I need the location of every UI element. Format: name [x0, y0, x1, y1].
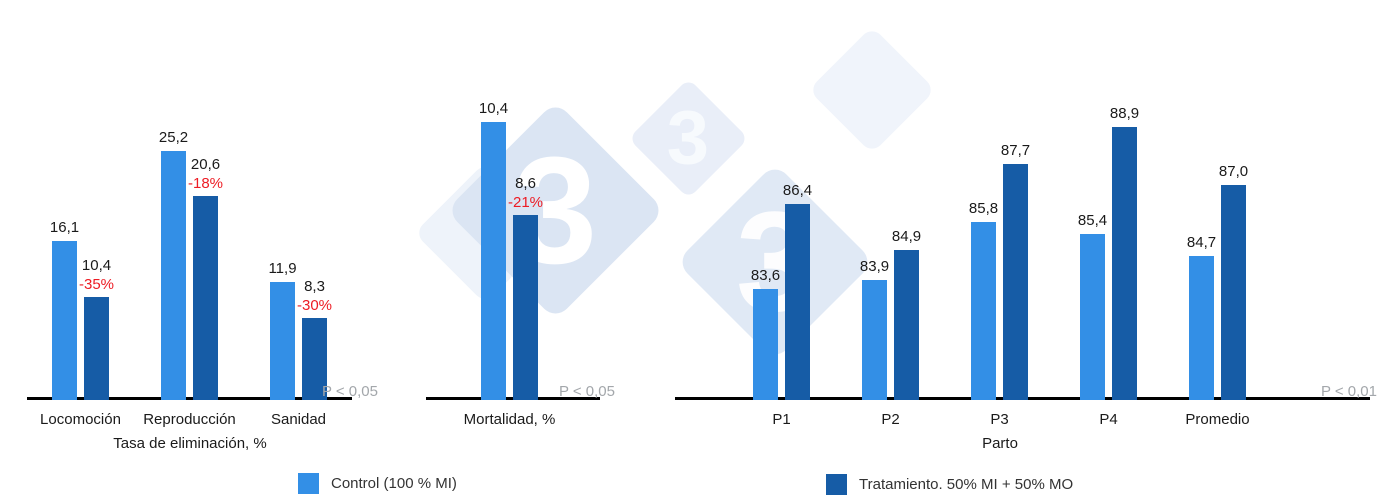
value-label: 8,6 — [515, 175, 536, 192]
pct-change-label: -21% — [507, 194, 544, 211]
category-label: P3 — [990, 411, 1009, 428]
value-label: 86,4 — [782, 182, 813, 199]
bar-control — [753, 289, 778, 400]
value-label: 85,8 — [968, 200, 999, 217]
bar-control — [971, 222, 996, 400]
value-label: 16,1 — [49, 219, 80, 236]
bar-treatment — [894, 250, 919, 400]
value-label: 83,6 — [750, 267, 781, 284]
value-label: 84,9 — [891, 228, 922, 245]
value-label: 87,7 — [1000, 142, 1031, 159]
value-label: 8,3 — [304, 278, 325, 295]
bar-control — [270, 282, 295, 400]
axis-title: Parto — [982, 435, 1018, 452]
bar-control — [161, 151, 186, 400]
category-label: P1 — [772, 411, 791, 428]
bar-treatment — [785, 204, 810, 400]
category-label: Locomoción — [40, 411, 121, 428]
category-label: Sanidad — [270, 411, 327, 428]
p-value-label: P < 0,01 — [1320, 383, 1377, 400]
p-value-label: P < 0,05 — [321, 383, 378, 400]
value-label: 87,0 — [1218, 163, 1249, 180]
pct-change-label: -30% — [296, 297, 333, 314]
axis-title: Tasa de eliminación, % — [113, 435, 267, 452]
value-label: 10,4 — [478, 100, 509, 117]
value-label: 11,9 — [268, 260, 297, 277]
value-label: 85,4 — [1077, 212, 1108, 229]
bar-control — [862, 280, 887, 400]
bar-control — [481, 122, 506, 400]
value-label: 10,4 — [81, 257, 112, 274]
bar-treatment — [302, 318, 327, 400]
p-value-label: P < 0,05 — [558, 383, 615, 400]
value-label: 25,2 — [158, 129, 189, 146]
pct-change-label: -35% — [78, 276, 115, 293]
legend-item-control: Control (100 % MI) — [298, 473, 457, 494]
bar-control — [52, 241, 77, 400]
legend-item-treatment: Tratamiento. 50% MI + 50% MO — [826, 474, 1073, 495]
legend-label-treatment: Tratamiento. 50% MI + 50% MO — [859, 476, 1074, 493]
bar-treatment — [513, 215, 538, 400]
category-label: P4 — [1099, 411, 1118, 428]
category-label: P2 — [881, 411, 900, 428]
category-label: Reproducción — [143, 411, 236, 428]
bar-control — [1189, 256, 1214, 400]
value-label: 83,9 — [859, 258, 890, 275]
value-label: 88,9 — [1109, 105, 1140, 122]
legend-swatch-treatment — [826, 474, 847, 495]
bar-treatment — [1112, 127, 1137, 400]
bar-treatment — [84, 297, 109, 400]
value-label: 20,6 — [190, 156, 221, 173]
bar-treatment — [1003, 164, 1028, 400]
bar-treatment — [193, 196, 218, 400]
bar-control — [1080, 234, 1105, 400]
pct-change-label: -18% — [187, 175, 224, 192]
legend-swatch-control — [298, 473, 319, 494]
category-label: Mortalidad, % — [463, 411, 556, 428]
legend-label-control: Control (100 % MI) — [331, 475, 457, 492]
axis-line — [27, 397, 352, 400]
bar-treatment — [1221, 185, 1246, 400]
value-label: 84,7 — [1186, 234, 1217, 251]
category-label: Promedio — [1185, 411, 1250, 428]
